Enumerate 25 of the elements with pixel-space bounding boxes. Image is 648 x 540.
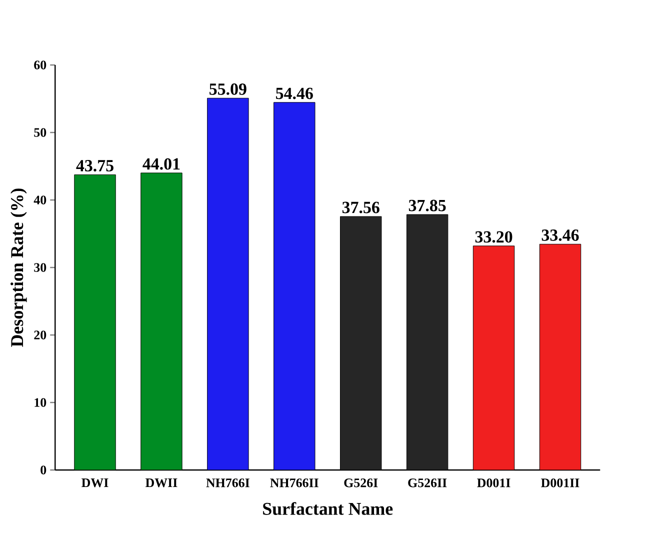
data-label: 44.01 [142, 158, 180, 170]
x-tick-label: G526II [408, 478, 447, 488]
data-label: 37.56 [342, 202, 380, 214]
data-label: 55.09 [210, 83, 246, 95]
data-label: 33.20 [475, 231, 512, 243]
y-tick-label: 30 [34, 263, 46, 272]
y-tick-label: 60 [34, 60, 46, 70]
x-tick-label: NH766II [270, 478, 318, 488]
data-label: 43.75 [76, 160, 114, 172]
y-tick-label: 10 [34, 398, 46, 407]
x-tick-label: G526I [344, 478, 378, 488]
x-tick-label: NH766I [206, 478, 250, 488]
x-axis-title: Surfactant Name [263, 502, 393, 515]
data-label: 54.46 [276, 88, 313, 100]
data-label: 37.85 [408, 200, 446, 212]
x-tick-label: DWI [82, 478, 108, 488]
y-tick-label: 50 [34, 128, 46, 137]
y-tick-label: 20 [34, 330, 46, 340]
x-tick-label: D001I [477, 478, 510, 488]
y-tick-label: 0 [40, 466, 46, 474]
y-axis-title: Desorption Rate (%) [10, 188, 27, 347]
y-tick-label: 40 [34, 196, 46, 204]
data-label: 33.46 [542, 229, 579, 241]
x-tick-label: DWII [146, 478, 178, 488]
x-tick-label: D001II [541, 478, 580, 488]
